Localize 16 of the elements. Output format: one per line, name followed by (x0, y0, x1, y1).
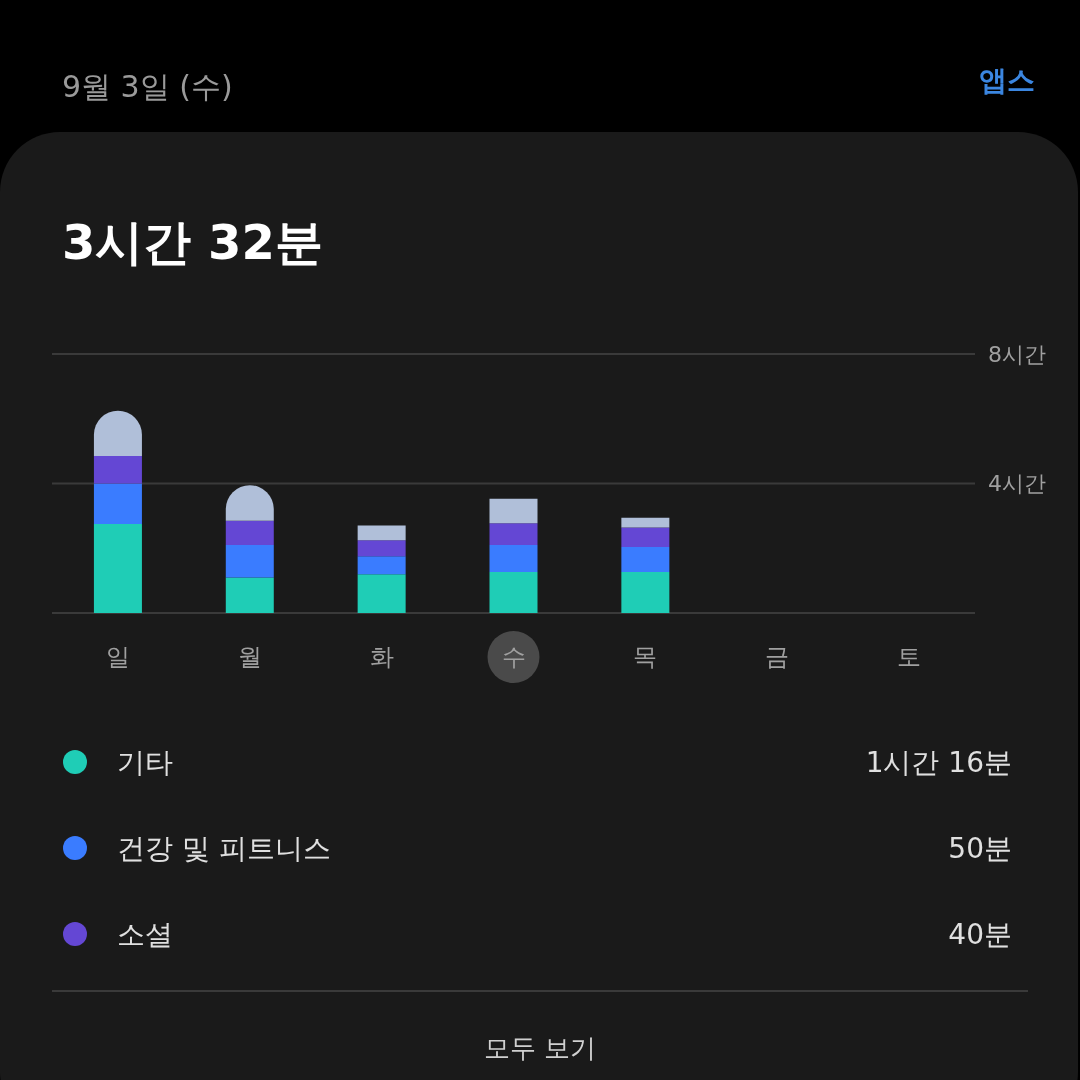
xtick: 금 (765, 643, 790, 671)
annotation: 1시간 16분 (865, 745, 1012, 779)
xtick: 월 (237, 643, 262, 671)
annotation: 앱스 (979, 63, 1035, 97)
xtick: 토 (897, 643, 922, 671)
title: 3시간 32분 (62, 214, 323, 270)
xtick: 수 (501, 643, 526, 671)
xtick: 목 (633, 643, 658, 671)
annotation: 50분 (948, 831, 1012, 865)
annotation: 9월 3일 (수) (62, 68, 233, 104)
annotation: 모두 보기 (483, 1033, 597, 1063)
xtick: 일 (105, 643, 130, 671)
ytick: 8시간 (988, 341, 1046, 367)
annotation: 40분 (948, 917, 1012, 951)
ytick: 4시간 (988, 471, 1046, 496)
xtick: 화 (369, 643, 394, 671)
